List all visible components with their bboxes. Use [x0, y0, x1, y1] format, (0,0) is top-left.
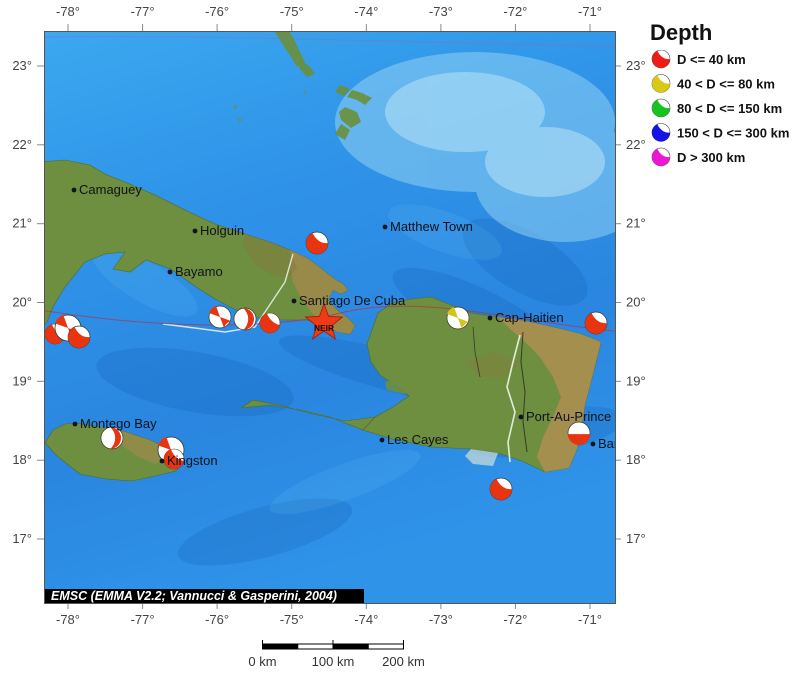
svg-text:40 < D <= 80 km: 40 < D <= 80 km: [677, 77, 775, 92]
svg-text:80 < D <= 150 km: 80 < D <= 150 km: [677, 101, 782, 116]
svg-text:0 km: 0 km: [248, 654, 276, 669]
svg-text:200 km: 200 km: [382, 654, 425, 669]
svg-text:D > 300 km: D > 300 km: [677, 150, 745, 165]
svg-text:D <= 40 km: D <= 40 km: [677, 52, 746, 67]
svg-text:100 km: 100 km: [312, 654, 355, 669]
svg-text:150 < D <= 300 km: 150 < D <= 300 km: [677, 126, 789, 141]
